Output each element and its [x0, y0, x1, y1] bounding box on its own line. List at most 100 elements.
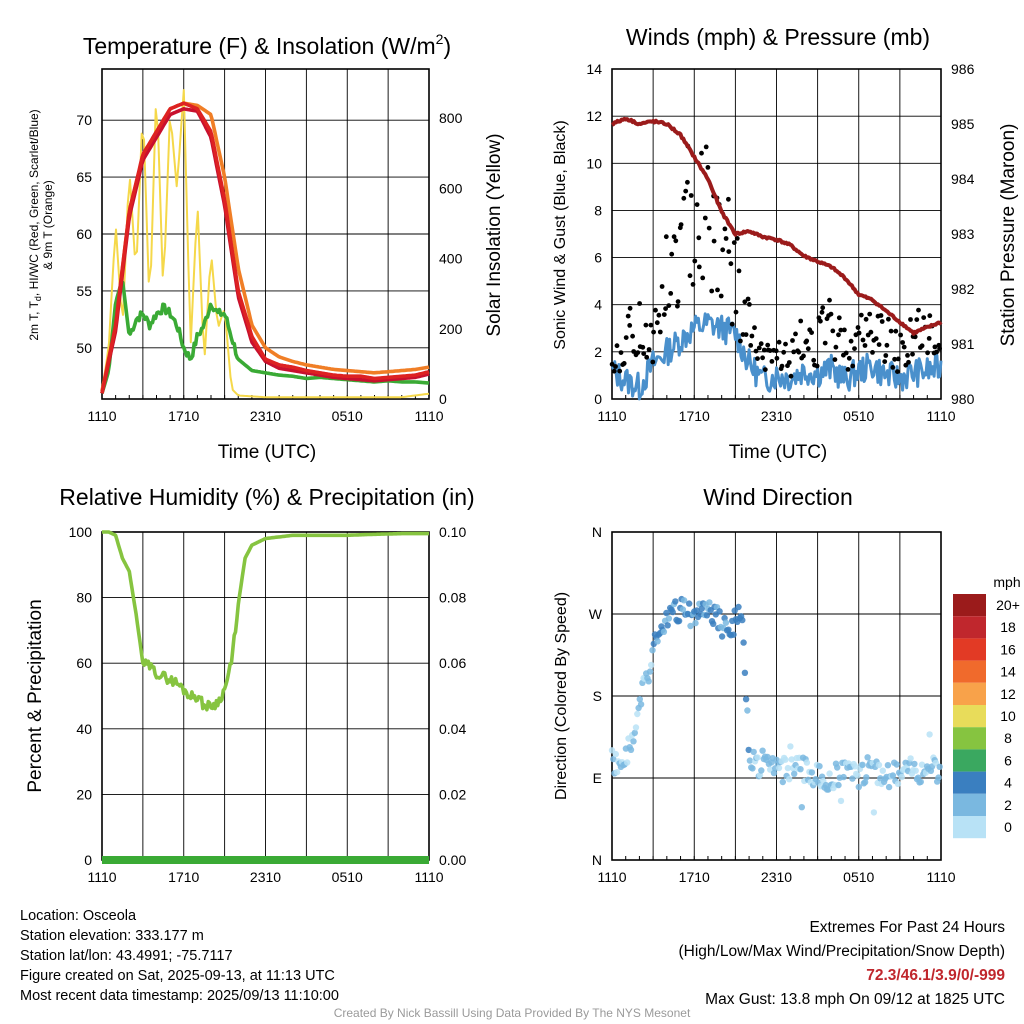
gust-point — [752, 325, 757, 331]
gust-point — [755, 356, 760, 361]
temperature-ylabel-sub: d — [33, 296, 43, 301]
gust-point — [683, 188, 689, 194]
panel-1-xtick-0: 1110 — [597, 408, 626, 424]
gust-point — [656, 312, 662, 318]
direction-point — [745, 746, 752, 754]
gust-point — [675, 303, 680, 309]
gust-point — [627, 323, 633, 328]
temperature-ylabel: 2m T, Td, HI/WC (Red, Green, Scarlet/Blu… — [27, 109, 55, 340]
panel-1-y2tick-3: 983 — [951, 226, 975, 242]
gust-point — [637, 301, 642, 306]
gust-point — [699, 150, 704, 156]
panel-1-ytick-3: 6 — [594, 250, 602, 266]
gust-point — [801, 353, 806, 359]
max-gust: Max Gust: 13.8 mph On 09/12 at 1825 UTC — [705, 991, 1005, 1008]
panel-1-y2tick-2: 982 — [951, 281, 975, 297]
gust-point — [781, 349, 787, 355]
gust-point — [916, 307, 921, 313]
gust-point — [742, 299, 748, 305]
direction-point — [716, 608, 723, 615]
gust-point — [838, 327, 844, 333]
gust-point — [745, 296, 751, 302]
panel-3-ytick-2: S — [593, 688, 602, 704]
gust-point — [858, 312, 864, 318]
gust-point — [705, 165, 711, 170]
legend-swatch-0 — [953, 594, 986, 617]
legend-label-0: 20+ — [996, 597, 1020, 613]
gust-point — [773, 348, 779, 354]
direction-point — [672, 598, 679, 605]
gust-point — [688, 193, 694, 198]
gust-point — [723, 236, 729, 241]
panel-1-ytick-5: 10 — [586, 155, 602, 171]
gust-point — [836, 315, 842, 321]
direction-point — [779, 778, 786, 786]
gust-points — [609, 143, 942, 379]
gust-point — [798, 318, 804, 324]
gust-point — [925, 350, 930, 356]
legend-swatch-3 — [953, 660, 986, 683]
direction-point — [840, 773, 847, 781]
direction-point — [907, 755, 914, 762]
direction-point — [636, 696, 643, 703]
winds-ylabel: Sonic Wind & Gust (Blue, Black) — [552, 120, 569, 349]
gust-point — [748, 343, 754, 348]
direction-point — [649, 647, 656, 654]
direction-point — [746, 757, 754, 764]
gust-point — [657, 329, 663, 335]
gust-point — [805, 346, 811, 352]
legend-label-4: 12 — [1000, 686, 1016, 702]
gust-point — [613, 364, 618, 369]
sonic-wind-line — [610, 312, 943, 401]
legend-label-3: 14 — [1000, 664, 1016, 680]
panel-1-xtick-4: 1110 — [926, 408, 955, 424]
gust-point — [692, 258, 698, 264]
panel-2-ytick-3: 60 — [76, 655, 92, 671]
panel-3-xtick-1: 1710 — [679, 869, 710, 885]
gust-point — [651, 329, 656, 335]
gust-point — [921, 315, 927, 320]
direction-point — [861, 779, 869, 786]
temperature-title-sup: 2 — [436, 31, 444, 47]
panel-1-ytick-6: 12 — [586, 108, 602, 124]
gust-point — [648, 322, 654, 328]
direction-title: Wind Direction — [703, 484, 853, 510]
direction-point — [894, 780, 902, 787]
direction-point — [669, 608, 676, 616]
panel-2-y2tick-0: 0.00 — [439, 852, 466, 868]
panel-0-y2tick-1: 200 — [439, 321, 463, 337]
gust-point — [914, 317, 920, 322]
direction-point — [718, 633, 726, 640]
gust-point — [774, 355, 780, 361]
direction-point — [797, 766, 804, 773]
direction-point — [646, 668, 654, 675]
gust-point — [937, 346, 942, 351]
gust-point — [690, 282, 696, 287]
legend-swatch-5 — [953, 705, 986, 728]
temperature-series-2 — [100, 107, 430, 394]
direction-point — [759, 747, 766, 754]
extremes-box: Extremes For Past 24 Hours (High/Low/Max… — [679, 916, 1006, 1012]
gust-point — [862, 343, 868, 348]
panel-3-ytick-4: N — [592, 524, 602, 540]
panel-1-y2tick-5: 985 — [951, 116, 975, 132]
panel-1-y2tick-6: 986 — [951, 61, 975, 77]
direction-point — [741, 669, 749, 676]
gust-point — [609, 361, 615, 367]
temperature-xlabel: Time (UTC) — [218, 442, 317, 463]
panel-2-xtick-4: 1110 — [414, 869, 443, 885]
panel-1-y2tick-1: 981 — [951, 336, 975, 352]
gust-point — [919, 343, 925, 349]
direction-point — [859, 761, 866, 768]
panel-2-xtick-2: 2310 — [250, 869, 281, 885]
legend-swatch-6 — [953, 727, 986, 750]
gust-point — [870, 350, 875, 355]
direction-point — [624, 759, 631, 766]
direction-ylabel: Direction (Colored By Speed) — [553, 592, 570, 800]
direction-point — [740, 639, 747, 646]
direction-point — [870, 809, 878, 816]
gust-point — [836, 332, 841, 338]
temperature-series-4 — [101, 89, 430, 399]
gust-point — [860, 337, 866, 343]
